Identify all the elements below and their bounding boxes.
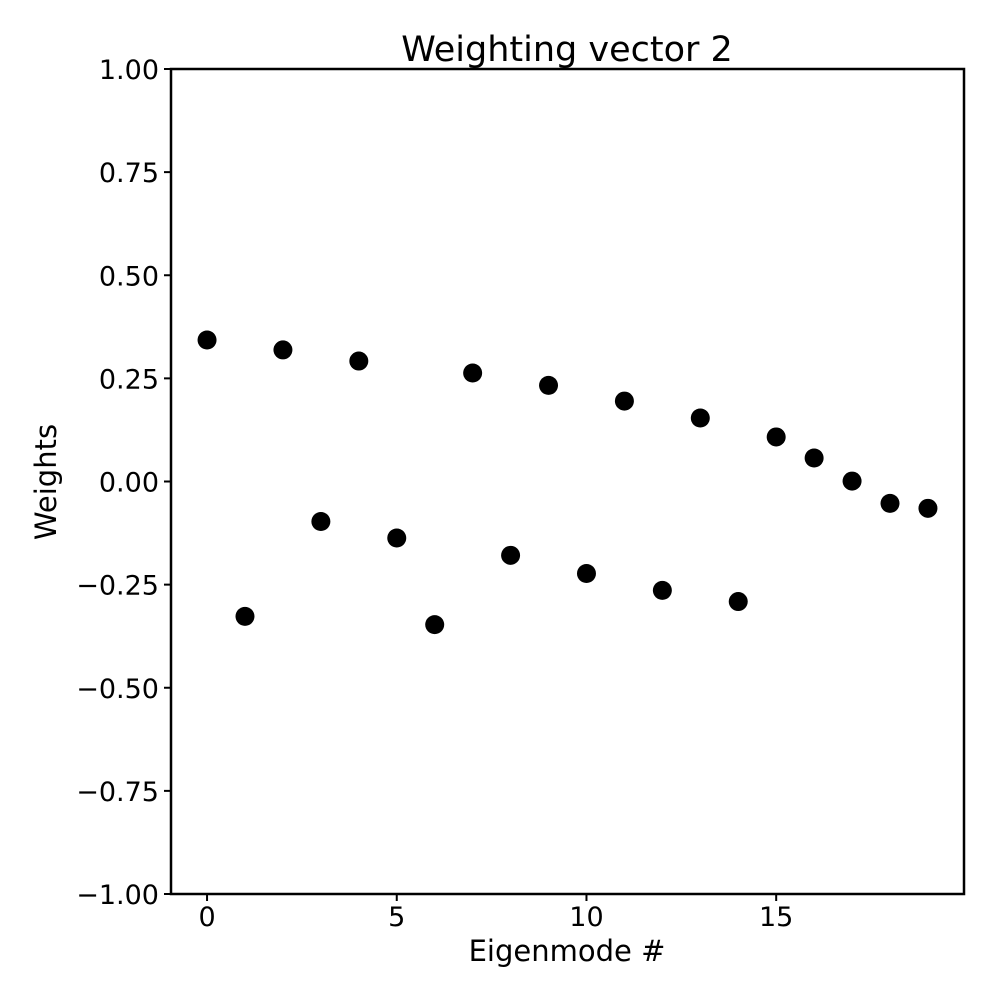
data-points — [197, 330, 938, 635]
y-axis: 1.00 0.75 0.50 0.25 0.00 −0.25 −0.50 −0.75 −1.00 — [76, 55, 171, 911]
y-tick-label: −0.25 — [76, 571, 159, 602]
x-tick-label: 15 — [759, 902, 793, 933]
data-point — [425, 615, 445, 635]
y-tick-label: −0.75 — [76, 777, 159, 808]
y-tick-label: 0.25 — [99, 364, 159, 395]
data-point — [728, 592, 748, 612]
data-point — [463, 363, 483, 383]
x-tick-label: 0 — [198, 902, 215, 933]
data-point — [197, 330, 217, 350]
data-point — [576, 563, 596, 583]
data-point — [349, 351, 369, 371]
data-point — [235, 606, 255, 626]
data-point — [766, 427, 786, 447]
data-point — [918, 498, 938, 518]
data-point — [501, 545, 521, 565]
y-tick-label: 0.00 — [99, 468, 159, 499]
data-point — [614, 391, 634, 411]
x-axis: 0 5 10 15 — [198, 894, 793, 933]
data-point — [880, 493, 900, 513]
x-tick-label: 5 — [388, 902, 405, 933]
x-axis-label: Eigenmode # — [469, 934, 666, 968]
chart-title: Weighting vector 2 — [401, 30, 733, 70]
data-point — [804, 448, 824, 468]
plot-frame — [169, 67, 966, 896]
y-tick-label: −0.50 — [76, 674, 159, 705]
data-point — [273, 340, 293, 360]
x-tick-label: 10 — [569, 902, 603, 933]
data-point — [842, 471, 862, 491]
y-tick-label: 0.75 — [99, 158, 159, 189]
data-point — [652, 580, 672, 600]
y-tick-label: 1.00 — [99, 55, 159, 86]
data-point — [690, 408, 710, 428]
y-axis-label: Weights — [29, 424, 63, 540]
data-point — [539, 375, 559, 395]
y-tick-label: 0.50 — [99, 261, 159, 292]
data-point — [311, 512, 331, 532]
data-point — [387, 528, 407, 548]
y-tick-label: −1.00 — [76, 880, 159, 911]
